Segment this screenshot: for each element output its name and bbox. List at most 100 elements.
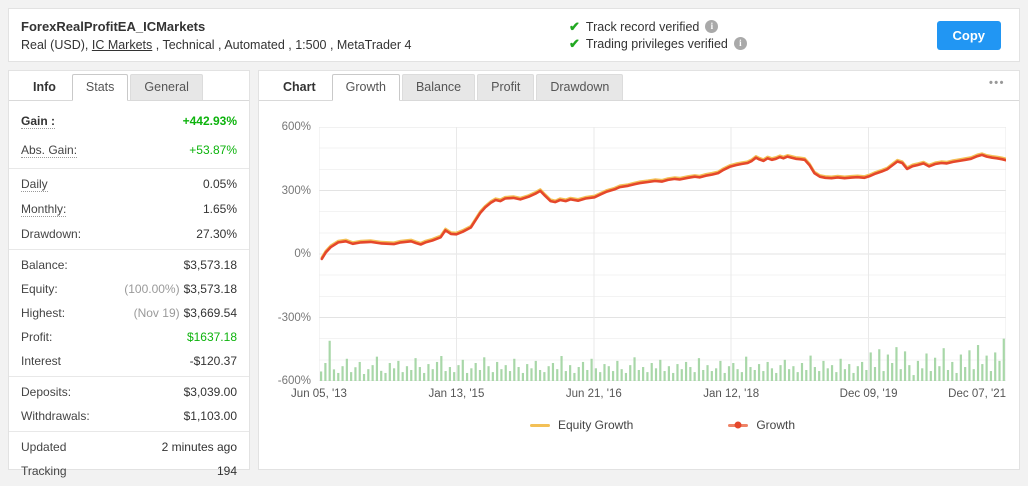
tab-chart[interactable]: Chart (283, 79, 316, 94)
info-icon[interactable]: i (733, 37, 747, 50)
stat-value: $1,103.00 (183, 409, 237, 423)
stat-value: 0.05% (202, 177, 237, 191)
legend-item-growth[interactable]: Growth (728, 418, 795, 432)
x-axis-tick-label: Dec 07, '21 (948, 388, 1006, 400)
tab-balance[interactable]: Balance (401, 73, 476, 100)
y-axis-tick-label: 0% (294, 248, 311, 260)
stat-label: Withdrawals: (21, 409, 90, 423)
tab-general[interactable]: General (130, 73, 203, 100)
stat-value: 194 (216, 464, 237, 478)
x-axis-tick-label: Jun 05, '13 (291, 388, 347, 400)
verification-block: ✔ Track record verified i ✔ Trading privileg… (569, 20, 937, 51)
y-axis-tick-label: 600% (281, 121, 311, 133)
stat-label[interactable]: Abs. Gain: (21, 143, 78, 158)
stat-row: Updated 2 minutes ago (9, 435, 249, 459)
y-axis-tick-label: 300% (281, 184, 311, 197)
stat-row: Deposits: $3,039.00 (9, 380, 249, 404)
tab-profit[interactable]: Profit (477, 73, 535, 100)
stat-group: Updated 2 minutes ago Tracking 194 (9, 431, 249, 486)
tab-info[interactable]: Info (33, 79, 56, 94)
chart-legend: Equity Growth Growth (319, 418, 1006, 432)
stat-label: Equity: (21, 282, 58, 296)
x-axis-tick-label: Dec 09, '19 (839, 388, 898, 400)
stat-row: Profit: $1637.18 (9, 325, 249, 349)
account-header: ForexRealProfitEA_ICMarkets Real (USD), … (8, 8, 1020, 62)
stat-value: $3,039.00 (183, 385, 237, 399)
verification-label: Track record verified (585, 19, 700, 34)
stat-value: +442.93% (182, 114, 237, 128)
x-axis-labels: Jun 05, '13 Jan 13, '15 Jun 21, '16 Jan 12,… (291, 386, 1006, 402)
stat-row: Monthly: 1.65% (9, 197, 249, 222)
verification-row: ✔ Track record verified i (569, 20, 937, 34)
checkmark-icon: ✔ (569, 36, 580, 51)
stat-group: Daily 0.05% Monthly: 1.65% Drawdown: 27.30% (9, 168, 249, 249)
growth-chart-svg (319, 127, 1006, 381)
chart-tabbar: Chart Growth Balance Profit Drawdown ••• (259, 71, 1019, 101)
legend-label: Equity Growth (557, 418, 634, 432)
info-icon[interactable]: i (705, 20, 719, 33)
stat-label: Interest (21, 354, 62, 368)
chart-area: 600% 300% 0% -300% -600% Jun 05, '13 Jan 13, … (259, 101, 1019, 432)
stat-row: Tracking 194 (9, 459, 249, 483)
stat-label[interactable]: Daily (21, 177, 48, 192)
stat-value: 2 minutes ago (161, 440, 237, 454)
stat-value: 27.30% (196, 227, 237, 241)
legend-marker-dot (734, 421, 742, 429)
legend-item-equity-growth[interactable]: Equity Growth (529, 418, 634, 432)
stat-value: 1.65% (202, 202, 237, 216)
stat-label: Profit: (21, 330, 53, 344)
stat-label: Tracking (21, 464, 67, 478)
stat-value-note: (Nov 19) (133, 306, 180, 320)
tab-growth[interactable]: Growth (331, 73, 400, 101)
stats-tabbar: Info Stats General (9, 71, 249, 101)
stat-row: Interest -$120.37 (9, 349, 249, 373)
stat-value: $3,573.18 (183, 258, 237, 272)
chart-menu-button[interactable]: ••• (988, 77, 1005, 89)
tab-stats[interactable]: Stats (71, 73, 129, 101)
stats-body: Gain : +442.93% Abs. Gain: +53.87% Daily 0.05… (9, 101, 249, 486)
verification-label: Trading privileges verified (585, 36, 728, 51)
legend-label: Growth (756, 418, 796, 432)
stat-group: Deposits: $3,039.00 Withdrawals: $1,103.00 (9, 376, 249, 431)
stat-row: Gain : +442.93% (9, 107, 249, 136)
broker-link[interactable]: IC Markets (91, 37, 153, 52)
stat-value: +53.87% (189, 143, 237, 157)
growth-chart-plot[interactable]: 600% 300% 0% -300% -600% (278, 121, 1006, 387)
tab-drawdown[interactable]: Drawdown (536, 73, 624, 100)
stat-group: Balance: $3,573.18 Equity: (100.00%) $3,573.… (9, 249, 249, 376)
chart-panel: Chart Growth Balance Profit Drawdown ••• 600%… (258, 70, 1020, 470)
stat-label: Updated (21, 440, 67, 454)
stat-row: Highest: (Nov 19) $3,669.54 (9, 301, 249, 325)
subtitle-prefix: Real (USD), (21, 37, 92, 52)
stat-label: Highest: (21, 306, 66, 320)
stat-label: Deposits: (21, 385, 72, 399)
y-axis-tick-label: -600% (277, 375, 311, 387)
stat-value-note: (100.00%) (124, 282, 180, 296)
stat-row: Drawdown: 27.30% (9, 222, 249, 246)
stat-row: Equity: (100.00%) $3,573.18 (9, 277, 249, 301)
verification-row: ✔ Trading privileges verified i (569, 37, 937, 51)
stat-label: Drawdown: (21, 227, 82, 241)
stat-value: (100.00%) $3,573.18 (124, 282, 237, 296)
copy-button[interactable]: Copy (936, 20, 1001, 50)
stat-row: Abs. Gain: +53.87% (9, 136, 249, 165)
stat-row: Daily 0.05% (9, 172, 249, 197)
account-header-left: ForexRealProfitEA_ICMarkets Real (USD), … (21, 19, 569, 52)
stat-value: (Nov 19) $3,669.54 (133, 306, 237, 320)
checkmark-icon: ✔ (569, 19, 580, 34)
x-axis-tick-label: Jun 21, '16 (565, 388, 622, 400)
stat-value: $1637.18 (186, 330, 237, 344)
main-row: Info Stats General Gain : +442.93% Abs. Gain… (8, 70, 1020, 478)
legend-marker-icon (728, 421, 749, 429)
stat-group: Gain : +442.93% Abs. Gain: +53.87% (9, 104, 249, 168)
legend-marker-icon (529, 423, 550, 427)
stat-label[interactable]: Gain : (21, 114, 56, 129)
stat-value: -$120.37 (189, 354, 237, 368)
stat-row: Withdrawals: $1,103.00 (9, 404, 249, 428)
account-title: ForexRealProfitEA_ICMarkets (21, 18, 206, 34)
y-axis-tick-label: -300% (277, 311, 311, 324)
stat-label[interactable]: Monthly: (21, 202, 67, 217)
stat-row: Balance: $3,573.18 (9, 253, 249, 277)
x-axis-tick-label: Jan 13, '15 (428, 388, 485, 400)
